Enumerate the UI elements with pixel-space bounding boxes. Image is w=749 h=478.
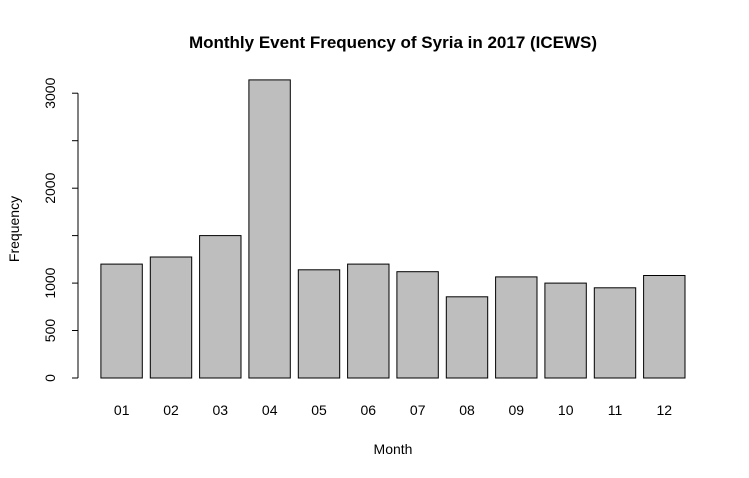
x-tick-labels: 01 02 03 04 05 06 07 08 09 10 11 12 xyxy=(114,402,672,418)
bar-10 xyxy=(544,282,587,379)
bar-07 xyxy=(396,271,439,379)
y-tick-label-0: 0 xyxy=(42,374,58,382)
y-axis: 0 500 1000 2000 3000 xyxy=(42,77,79,382)
x-tick-label-03: 03 xyxy=(213,402,229,418)
x-tick-label-11: 11 xyxy=(608,402,623,418)
bars-group xyxy=(100,79,686,379)
bar-06 xyxy=(347,263,390,379)
x-tick-label-10: 10 xyxy=(558,402,574,418)
x-tick-label-12: 12 xyxy=(657,402,673,418)
y-tick-label-1000: 1000 xyxy=(42,267,58,298)
bar-05 xyxy=(297,269,341,379)
bar-04 xyxy=(248,79,291,379)
x-tick-label-01: 01 xyxy=(114,402,130,418)
x-tick-label-06: 06 xyxy=(361,402,377,418)
x-tick-label-02: 02 xyxy=(163,402,179,418)
bar-01 xyxy=(100,263,143,379)
bar-02 xyxy=(149,256,193,379)
y-axis-label: Frequency xyxy=(6,196,22,262)
bar-03 xyxy=(199,235,242,379)
chart-title: Monthly Event Frequency of Syria in 2017… xyxy=(189,33,597,52)
y-tick-label-500: 500 xyxy=(42,319,58,343)
bar-09 xyxy=(495,276,538,379)
y-tick-label-3000: 3000 xyxy=(42,77,58,108)
x-tick-label-04: 04 xyxy=(262,402,278,418)
x-tick-label-09: 09 xyxy=(509,402,525,418)
bar-12 xyxy=(643,275,686,379)
x-tick-label-05: 05 xyxy=(311,402,327,418)
x-tick-label-07: 07 xyxy=(410,402,426,418)
bar-08 xyxy=(445,296,489,379)
y-tick-label-2000: 2000 xyxy=(42,172,58,203)
x-axis-label: Month xyxy=(374,441,413,457)
x-tick-label-08: 08 xyxy=(459,402,475,418)
bar-11 xyxy=(593,287,637,379)
